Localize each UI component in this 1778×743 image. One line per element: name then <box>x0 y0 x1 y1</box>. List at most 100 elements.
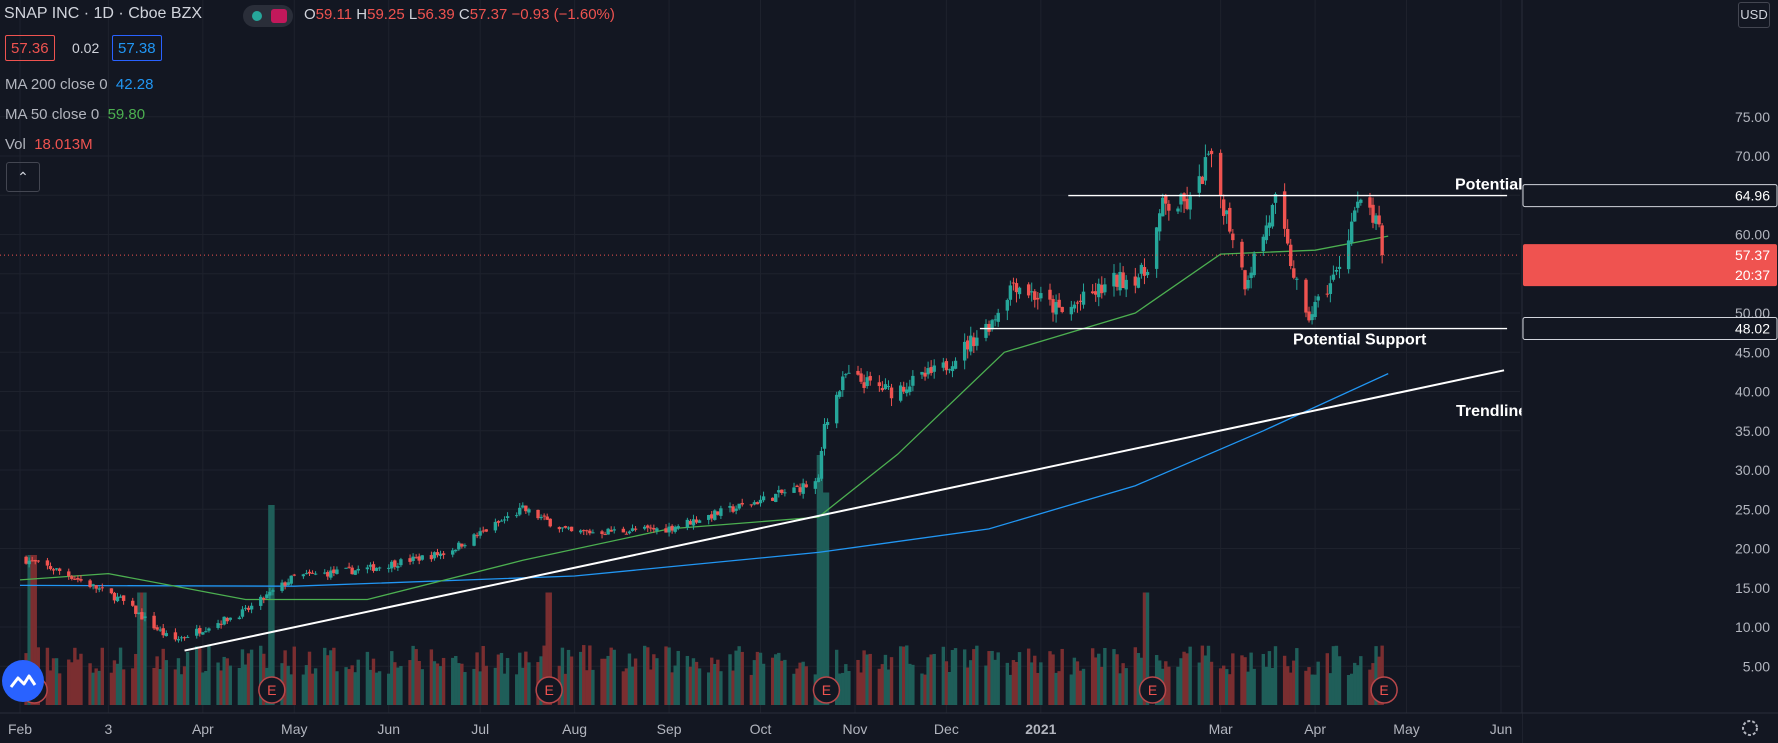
candle-body <box>1289 244 1293 267</box>
tradingview-logo[interactable] <box>2 660 44 702</box>
interval-label[interactable]: 1D <box>93 5 114 22</box>
volume-legend[interactable]: Vol 18.013M <box>5 136 93 153</box>
candle-body <box>140 612 144 620</box>
candle-body <box>566 527 571 529</box>
earnings-marker <box>812 676 841 704</box>
currency-button[interactable]: USD <box>1738 2 1770 28</box>
candle-body <box>911 375 915 386</box>
gear-icon[interactable] <box>1742 720 1758 736</box>
volume-bar <box>1380 645 1384 705</box>
volume-bar <box>140 592 144 705</box>
candle-body <box>731 506 735 512</box>
volume-bar <box>667 647 671 705</box>
volume-bar <box>993 659 997 705</box>
candle-body <box>1142 267 1147 276</box>
symbol-name[interactable]: SNAP INC <box>4 5 80 22</box>
volume-bar <box>755 651 760 705</box>
volume-bar <box>1048 651 1052 705</box>
candle-body <box>758 499 763 504</box>
candle-body <box>414 557 418 559</box>
candle-body <box>950 366 955 372</box>
volume-bar <box>706 672 711 705</box>
volume-bar <box>1209 661 1214 705</box>
symbol-header: SNAP INC · 1D · Cboe BZX <box>4 5 203 22</box>
time-tick-label: Jun <box>377 721 400 737</box>
sell-price-button[interactable]: 57.36 <box>5 35 55 61</box>
candle-body <box>478 531 482 536</box>
candle-body <box>646 525 650 528</box>
volume-bar <box>777 652 781 705</box>
candle-body <box>1121 272 1125 289</box>
candle-body <box>813 481 818 489</box>
candle-body <box>868 375 872 381</box>
candle-body <box>600 531 604 534</box>
price-axis[interactable]: 5.00 10.00 15.00 20.00 25.00 30.00 35.00 40.00 4… <box>1521 0 1778 743</box>
candle-body <box>393 560 397 567</box>
candle-body <box>112 592 117 601</box>
annotation-lines: Potential ResistancePotential SupportTre… <box>0 177 1612 652</box>
price-tick-label: 50.00 <box>1735 305 1770 321</box>
volume-bar <box>1368 669 1372 705</box>
volume-bar <box>420 669 424 705</box>
volume-bar <box>216 662 220 705</box>
volume-bar <box>972 649 976 705</box>
candle-body <box>838 391 842 397</box>
volume-bar <box>396 667 400 705</box>
volume-bar <box>566 649 571 705</box>
volume-bar <box>834 649 839 705</box>
volume-bar <box>307 651 312 705</box>
volume-bar <box>1072 657 1077 705</box>
candle-body <box>353 570 357 575</box>
time-axis[interactable]: Feb 3 Apr May Jun Jul Aug Sep Oct Nov Dec 2021 Mar Ap… <box>0 712 1778 743</box>
candle-body <box>420 555 424 560</box>
volume-bar <box>633 658 638 705</box>
volume-bars <box>24 455 1384 705</box>
candle-body <box>993 319 997 321</box>
candle-body <box>1328 283 1333 294</box>
candle-body <box>377 567 382 569</box>
candle-body <box>1267 222 1272 228</box>
candle-body <box>179 637 184 639</box>
candle-body <box>1285 229 1290 244</box>
candle-body <box>719 508 723 516</box>
collapse-legend-button[interactable]: ⌃ <box>6 162 40 192</box>
buy-price-button[interactable]: 57.38 <box>112 35 162 61</box>
candle-body <box>1295 278 1299 280</box>
volume-bar <box>304 665 309 705</box>
market-status-toggle[interactable] <box>243 5 293 27</box>
candle-body <box>630 528 635 531</box>
volume-bar <box>1121 663 1125 705</box>
ma200-line <box>19 373 1389 587</box>
candle-body <box>249 605 254 610</box>
volume-bar <box>289 674 293 705</box>
volume-bar <box>505 657 510 705</box>
candle-body <box>286 582 290 586</box>
candle-body <box>579 530 583 533</box>
volume-bar <box>344 667 348 705</box>
candle-body <box>515 515 519 517</box>
candle-body <box>48 566 53 569</box>
ma50-legend[interactable]: MA 50 close 0 59.80 <box>5 106 146 123</box>
ma200-legend[interactable]: MA 200 close 0 42.28 <box>5 76 154 93</box>
candle-body <box>926 368 930 375</box>
volume-bar <box>621 671 626 705</box>
candle-body <box>1154 227 1159 269</box>
candle-body <box>1225 210 1229 215</box>
volume-bar <box>182 666 187 705</box>
candle-body <box>819 450 824 479</box>
volume-bar <box>521 667 525 705</box>
candle-body <box>947 369 952 371</box>
volume-bar <box>630 666 635 705</box>
candle-body <box>280 582 284 591</box>
volume-bar <box>1112 649 1116 705</box>
volume-bar <box>67 659 71 705</box>
volume-bar <box>1273 646 1278 705</box>
volume-bar <box>97 670 101 705</box>
change-value: −0.93 (−1.60%) <box>511 6 615 23</box>
candle-body <box>399 559 403 566</box>
candle-body <box>929 367 933 373</box>
volume-bar <box>1182 651 1186 705</box>
candle-body <box>670 525 674 531</box>
volume-bar <box>819 455 824 705</box>
